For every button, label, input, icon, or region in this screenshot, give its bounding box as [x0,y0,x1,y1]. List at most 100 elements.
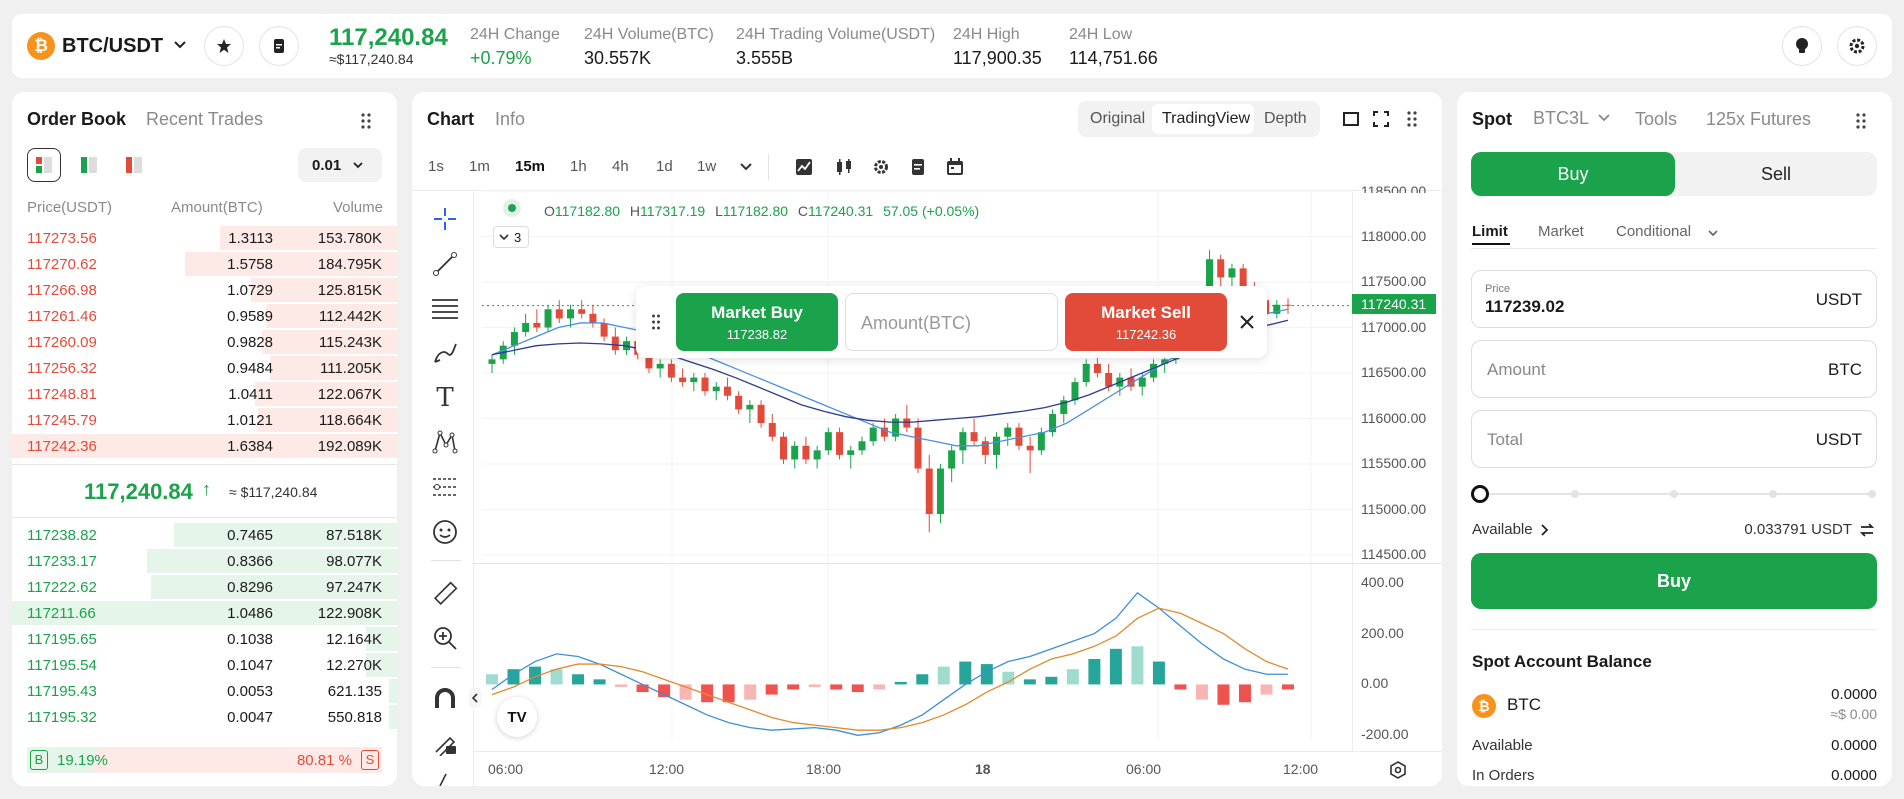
favorite-button[interactable] [204,26,244,66]
pair-selector[interactable]: BTC/USDT [62,35,164,57]
chart-axis-settings-icon[interactable] [1389,761,1407,779]
bid-row[interactable]: 117195.43 0.0053 621.135 [12,678,397,704]
brush-tool-icon[interactable] [429,337,461,369]
tab-info[interactable]: Info [495,109,526,129]
zoom-in-tool-icon[interactable] [429,622,461,654]
trendline-tool-icon[interactable] [429,248,461,280]
close-quick-trade-icon[interactable] [1238,313,1256,331]
more-tools-icon[interactable] [429,768,461,786]
order-type-market[interactable]: Market [1538,223,1584,240]
view-bids-button[interactable] [72,148,106,182]
timeframe-15m[interactable]: 15m [515,158,546,175]
timeframe-1h[interactable]: 1h [570,158,587,175]
macd-axis-tick: 200.00 [1361,624,1404,641]
chevron-right-icon[interactable] [1539,523,1551,537]
prediction-tool-icon[interactable] [429,471,461,503]
text-tool-icon[interactable]: T [436,383,454,413]
tab-tools[interactable]: Tools [1635,109,1678,129]
view-asks-button[interactable] [117,148,151,182]
bid-row[interactable]: 117222.62 0.8296 97.247K [12,574,397,600]
lock-drawings-tool-icon[interactable] [429,727,461,759]
order-type-limit[interactable]: Limit [1472,223,1508,240]
magnet-tool-icon[interactable] [429,683,461,715]
ask-row[interactable]: 117266.98 1.0729 125.815K [12,277,397,303]
quick-amount-input[interactable]: Amount(BTC) [845,293,1058,351]
bid-row[interactable]: 117195.54 0.1047 12.270K [12,652,397,678]
drag-handle-icon[interactable] [360,112,372,130]
trade-panel [1457,92,1892,786]
timeframe-1w[interactable]: 1w [697,158,717,175]
chart-settings-gear-icon[interactable] [872,158,890,176]
fib-levels-tool-icon[interactable] [429,292,461,324]
quick-trade-drag-icon[interactable] [651,313,661,331]
tab-btc3l[interactable]: BTC3L [1533,108,1590,128]
price-input[interactable]: Price 117239.02 USDT [1471,270,1877,328]
tab-recent-trades[interactable]: Recent Trades [146,109,264,129]
transfer-icon[interactable] [1859,522,1875,538]
ask-row[interactable]: 117256.32 0.9484 111.205K [12,355,397,381]
tab-chart[interactable]: Chart [427,109,475,129]
more-timeframes-chevron-icon[interactable] [739,160,753,174]
indicators-icon[interactable] [795,158,813,176]
tab-futures[interactable]: 125x Futures [1706,109,1812,129]
candle-down [1284,304,1292,306]
submit-buy-button[interactable]: Buy [1471,553,1877,609]
ask-row[interactable]: 117261.46 0.9589 112.442K [12,303,397,329]
market-sell-button[interactable]: Market Sell 117242.36 [1065,293,1227,351]
template-icon[interactable] [909,158,927,176]
timeframe-1m[interactable]: 1m [469,158,490,175]
bid-row[interactable]: 117195.65 0.1038 12.164K [12,626,397,652]
collapse-toolbar-icon[interactable] [469,688,481,708]
mode-tradingview[interactable]: TradingView [1152,104,1254,134]
sell-tab-button[interactable]: Sell [1760,164,1791,184]
ask-row[interactable]: 117260.09 0.9828 115.243K [12,329,397,355]
bid-row[interactable]: 117195.32 0.0047 550.818 [12,704,397,730]
theme-button[interactable] [1782,26,1822,66]
timeframe-1d[interactable]: 1d [656,158,673,175]
emoji-tool-icon[interactable] [429,516,461,548]
chevron-down-icon[interactable] [172,36,188,52]
total-input[interactable]: Total USDT [1471,410,1877,468]
ruler-tool-icon[interactable] [429,578,461,610]
ask-row[interactable]: 117245.79 1.0121 118.664K [12,407,397,433]
ask-row[interactable]: 117242.36 1.6384 192.089K [12,433,397,459]
ask-row[interactable]: 117270.62 1.5758 184.795K [12,251,397,277]
bid-row[interactable]: 117211.66 1.0486 122.908K [12,600,397,626]
time-axis-tick: 18:00 [806,761,842,777]
chevron-down-icon[interactable] [1707,227,1719,239]
timeframe-4h[interactable]: 4h [612,158,629,175]
precision-select[interactable]: 0.01 [298,148,382,182]
slider-handle[interactable] [1471,485,1489,503]
chevron-down-icon[interactable] [1597,111,1611,125]
calendar-icon[interactable] [946,158,964,176]
tradingview-logo[interactable]: TV [497,697,537,737]
percent-slider[interactable] [1471,484,1877,504]
ask-row[interactable]: 117248.81 1.0411 122.067K [12,381,397,407]
market-buy-button[interactable]: Market Buy 117238.82 [676,293,838,351]
tab-spot[interactable]: Spot [1472,109,1512,129]
bid-row[interactable]: 117238.82 0.7465 87.518K [12,522,397,548]
lightbulb-icon [1796,38,1808,53]
single-layout-icon[interactable] [1342,110,1360,128]
indicators-collapse-button[interactable]: 3 [493,226,529,248]
mode-original[interactable]: Original [1090,110,1146,127]
crosshair-tool-icon[interactable] [429,203,461,235]
timeframe-1s[interactable]: 1s [428,158,444,175]
settings-button[interactable] [1837,26,1877,66]
trade-drag-handle-icon[interactable] [1855,112,1867,130]
fullscreen-icon[interactable] [1372,110,1390,128]
chart-drag-handle-icon[interactable] [1406,110,1418,128]
bid-row[interactable]: 117233.17 0.8366 98.077K [12,548,397,574]
ask-row[interactable]: 117273.56 1.3113 153.780K [12,225,397,251]
amount-input[interactable]: Amount BTC [1471,340,1877,398]
candle-type-icon[interactable] [835,158,853,176]
order-type-conditional[interactable]: Conditional [1616,223,1692,240]
notes-button[interactable] [259,26,299,66]
pattern-tool-icon[interactable] [429,426,461,458]
tab-order-book[interactable]: Order Book [27,109,127,129]
mode-depth[interactable]: Depth [1264,110,1307,127]
view-both-button[interactable] [27,148,61,182]
price-chart[interactable] [482,190,1352,740]
series-visibility-icon[interactable] [503,199,521,217]
buy-tab-button[interactable]: Buy [1471,152,1675,196]
